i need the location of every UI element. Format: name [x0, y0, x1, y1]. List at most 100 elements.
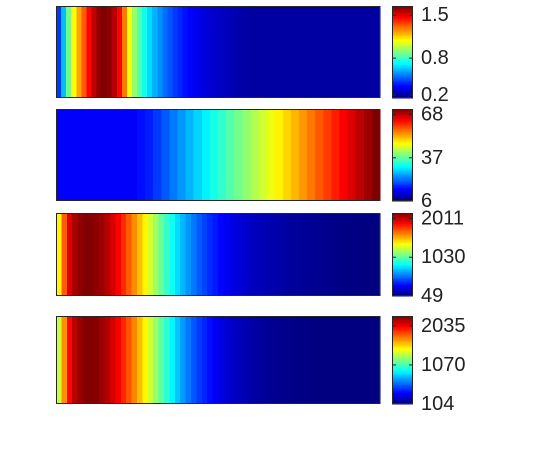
heatmap-cell [201, 316, 208, 404]
heatmap-cell [212, 213, 219, 296]
heatmap-cell [363, 213, 370, 296]
heatmap-cell [110, 213, 116, 296]
heatmap-cell [326, 213, 332, 296]
colorbar-segment [392, 398, 413, 401]
heatmap-cell [212, 6, 219, 98]
heatmap-cell [201, 213, 208, 296]
colorbar-segment [392, 149, 413, 152]
colorbar-segment [392, 259, 413, 262]
heatmap-cell [277, 213, 284, 296]
colorbar-segment [392, 117, 413, 120]
colorbar-segment [392, 170, 413, 173]
heatmap-cell [258, 6, 265, 98]
heatmap-cell [336, 213, 343, 296]
colorbar-segment [392, 11, 413, 14]
colorbar-segment [392, 286, 413, 289]
colorbar-segment [392, 369, 413, 372]
heatmap-cell [116, 6, 123, 98]
heatmap-cell [120, 109, 130, 201]
heatmap-cell [88, 316, 95, 404]
colorbar-segment [392, 157, 413, 160]
heatmap-cell [169, 213, 176, 296]
colorbar-segment [392, 248, 413, 250]
colorbar-segment [392, 366, 413, 369]
colorbar-segment [392, 242, 413, 245]
colorbar-segment [392, 20, 413, 23]
heatmap-cell [349, 6, 356, 98]
colorbar-segment [392, 360, 413, 362]
heatmap-cell [153, 316, 160, 404]
heatmap-cell [238, 6, 244, 98]
colorbar-tick-label: 68 [421, 104, 443, 126]
colorbar-segment [392, 166, 413, 169]
colorbar-segment [392, 222, 413, 224]
heatmap-cell [223, 6, 229, 98]
heatmap-cell [282, 316, 289, 404]
heatmap-cell [137, 6, 143, 98]
colorbar-segment [392, 371, 413, 373]
heatmap-cell [86, 6, 93, 98]
colorbar-segment [392, 351, 413, 354]
heatmap-cell [299, 213, 305, 296]
colorbar-segment [392, 139, 413, 142]
colorbar-segment [392, 246, 413, 249]
heatmap-cell [207, 6, 214, 98]
colorbar-segment [392, 172, 413, 175]
colorbar-segment [392, 198, 413, 201]
heatmap-cell [315, 109, 324, 201]
colorbar-segment [392, 280, 413, 283]
colorbar-segment [392, 6, 413, 9]
heatmap-cell [164, 316, 170, 404]
heatmap-cell [131, 6, 138, 98]
heatmap-cell [331, 213, 338, 296]
heatmap-cell [187, 6, 194, 98]
colorbar-segment [392, 156, 413, 159]
heatmap-cell [347, 109, 357, 201]
heatmap-cell [358, 316, 365, 404]
heatmap-cell [326, 316, 332, 404]
heatmap-cell [137, 316, 143, 404]
colorbar-segment [392, 64, 413, 67]
colorbar-segment [392, 336, 413, 339]
colorbar-segment [392, 93, 413, 96]
colorbar-segment [392, 95, 413, 98]
colorbar-tick-label: 49 [421, 285, 443, 307]
colorbar-segment [392, 62, 413, 65]
heatmap-cell [202, 6, 209, 98]
heatmap-cell [239, 213, 246, 296]
colorbar-segment [392, 192, 413, 195]
colorbar-segment [392, 254, 413, 257]
colorbar-segment [392, 339, 413, 342]
heatmap-cell [288, 316, 295, 404]
colorbar-segment [392, 127, 413, 130]
heatmap-cell [358, 213, 365, 296]
heatmap-cell [339, 6, 346, 98]
colorbar-segment [392, 390, 413, 393]
heatmap-cell [106, 6, 113, 98]
heatmap-cell [218, 316, 224, 404]
heatmap-cell [147, 213, 154, 296]
heatmap-cell [180, 316, 187, 404]
heatmap-cell [157, 6, 163, 98]
colorbar-segment [392, 277, 413, 280]
colorbar-segment [392, 223, 413, 226]
colorbar-segment [392, 388, 413, 391]
colorbar-segment [392, 399, 413, 402]
heatmap-cell [61, 316, 68, 404]
heatmap-cell [56, 109, 65, 201]
heatmap-cell [234, 213, 241, 296]
heatmap-cell [320, 213, 327, 296]
colorbar-segment [392, 83, 413, 86]
heatmap-cell [374, 213, 381, 296]
heatmap-cell [56, 213, 62, 296]
heatmap-cell [248, 6, 255, 98]
colorbar-segment [392, 116, 413, 119]
heatmap-cell [223, 213, 230, 296]
heatmap-cell [153, 109, 162, 201]
colorbar-segment [392, 80, 413, 83]
colorbar-segment [392, 376, 413, 379]
colorbar-segment [392, 258, 413, 261]
colorbar-segment [392, 169, 413, 172]
heatmap-cell [228, 213, 235, 296]
heatmap-cell [72, 109, 81, 201]
